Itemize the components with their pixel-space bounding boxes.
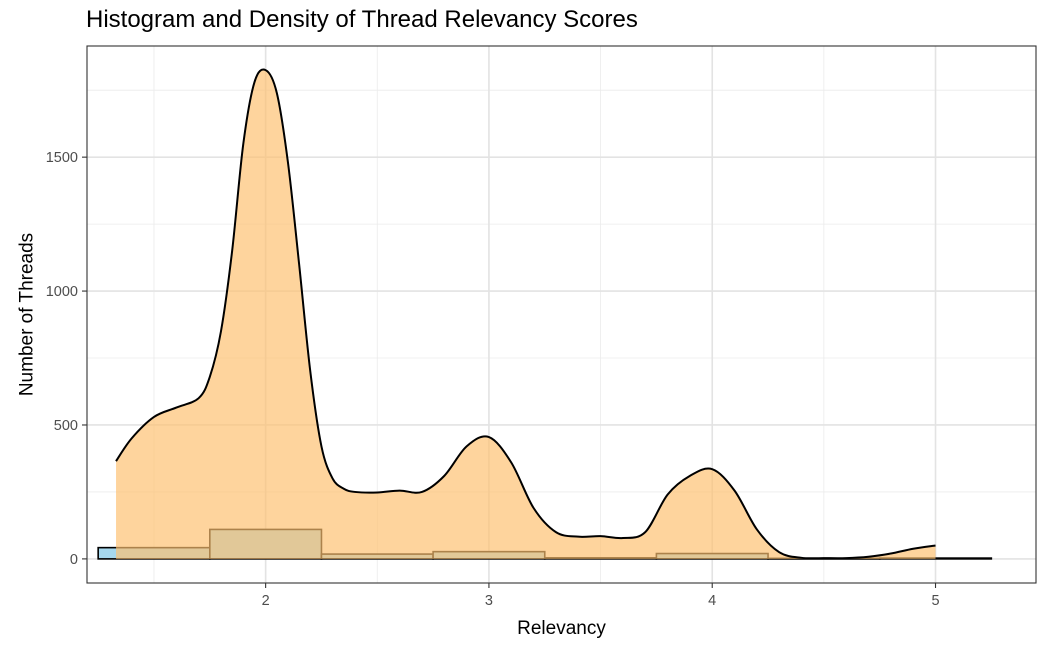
x-tick-label: 2 [262,593,270,609]
x-tick-label: 4 [708,593,716,609]
y-tick-label: 0 [70,552,78,568]
density-line [115,68,936,560]
y-tick-label: 1000 [46,284,78,300]
axis-ticks: 2 3 4 5 0 500 1000 1500 [46,150,940,609]
y-tick-label: 500 [54,418,78,434]
x-axis-title: Relevancy [517,618,606,639]
chart-title: Histogram and Density of Thread Relevanc… [86,6,638,33]
x-tick-label: 5 [931,593,939,609]
y-axis-title: Number of Threads [17,233,38,396]
density-curve [115,68,936,560]
plot-panel-border [86,45,1037,584]
density-area [116,69,936,559]
y-tick-label: 1500 [46,150,78,166]
x-tick-label: 3 [485,593,493,609]
